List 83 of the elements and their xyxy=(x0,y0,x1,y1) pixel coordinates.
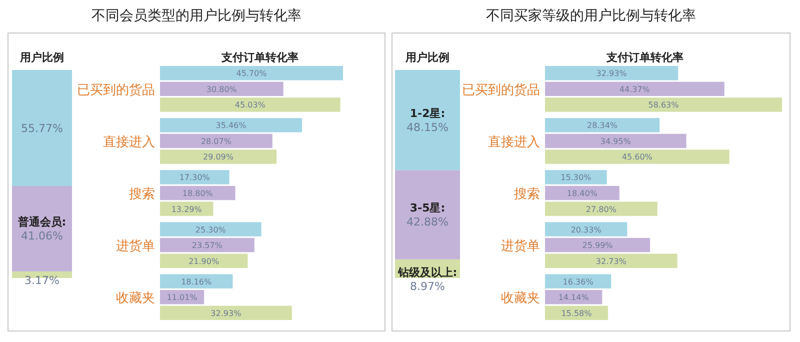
data-label: 3.17% xyxy=(24,274,60,287)
data-label: 16.36% xyxy=(562,277,594,286)
data-label: 55.77% xyxy=(21,122,63,135)
bar xyxy=(545,118,660,132)
data-label: 25.30% xyxy=(195,225,226,234)
series-label: 普通会员: xyxy=(16,216,66,229)
y-tick-label: 进货单 xyxy=(501,239,540,254)
bar xyxy=(545,134,686,148)
data-label: 13.29% xyxy=(171,204,202,214)
data-label: 18.40% xyxy=(566,189,598,198)
data-label: 32.93% xyxy=(596,69,628,78)
y-tick-label: 进货单 xyxy=(116,239,155,254)
y-tick-label: 直接进入 xyxy=(488,134,540,150)
chart-subtitle: 用户比例 xyxy=(404,51,450,64)
data-label: 25.99% xyxy=(582,241,614,250)
y-tick-label: 搜索 xyxy=(514,187,540,202)
series-label: 钻级及以上: xyxy=(396,266,458,279)
bar xyxy=(545,170,607,184)
data-label: 20.33% xyxy=(570,225,602,234)
bar xyxy=(160,222,262,236)
bar xyxy=(160,274,233,288)
data-label: 34.95% xyxy=(600,136,632,146)
data-label: 32.73% xyxy=(596,256,627,266)
bar xyxy=(545,98,782,112)
data-label: 35.46% xyxy=(216,121,247,130)
data-label: 23.57% xyxy=(192,241,223,250)
bar xyxy=(160,170,230,184)
data-label: 17.30% xyxy=(179,173,210,182)
data-label: 45.70% xyxy=(236,69,268,78)
y-tick-label: 已买到的货品 xyxy=(77,82,155,98)
data-label: 45.60% xyxy=(622,152,653,162)
y-tick-label: 直接进入 xyxy=(103,134,155,150)
data-label: 15.58% xyxy=(561,308,592,318)
bar xyxy=(545,222,628,236)
data-label: 18.80% xyxy=(182,189,214,198)
bar xyxy=(160,66,343,80)
bar xyxy=(545,66,678,80)
data-label: 11.01% xyxy=(166,293,198,302)
bar xyxy=(160,202,214,216)
chart-title: 不同买家等级的用户比例与转化率 xyxy=(486,8,696,24)
bar xyxy=(545,150,730,164)
data-label: 44.37% xyxy=(619,84,650,94)
data-label: 29.09% xyxy=(202,152,234,162)
bar xyxy=(160,186,236,200)
data-label: 28.07% xyxy=(200,136,232,146)
data-label: 15.30% xyxy=(560,173,592,182)
y-tick-label: 收藏夹 xyxy=(116,291,155,306)
chart-title: 不同会员类型的用户比例与转化率 xyxy=(92,8,302,24)
bar xyxy=(160,150,276,164)
bar xyxy=(545,274,612,288)
bar xyxy=(545,238,650,252)
bar xyxy=(160,98,340,112)
bar xyxy=(545,82,724,96)
chart-subtitle: 支付订单转化率 xyxy=(606,51,684,64)
bar xyxy=(160,254,248,268)
data-label: 32.93% xyxy=(210,308,242,318)
y-tick-label: 搜索 xyxy=(129,187,155,202)
bar xyxy=(545,202,658,216)
data-label: 21.90% xyxy=(188,256,220,266)
bar xyxy=(545,186,620,200)
data-label: 42.88% xyxy=(406,216,448,229)
data-label: 48.15% xyxy=(406,121,448,134)
data-label: 8.97% xyxy=(410,280,445,293)
data-label: 27.80% xyxy=(586,204,617,214)
bar xyxy=(545,254,678,268)
y-tick-label: 收藏夹 xyxy=(501,291,540,306)
y-tick-label: 已买到的货品 xyxy=(462,82,540,98)
chart-subtitle: 支付订单转化率 xyxy=(220,51,298,64)
data-label: 14.14% xyxy=(558,293,590,302)
bar xyxy=(160,238,254,252)
bar xyxy=(160,306,292,320)
chart-subtitle: 用户比例 xyxy=(19,51,64,64)
data-label: 58.63% xyxy=(648,100,680,110)
data-label: 28.34% xyxy=(587,121,618,130)
series-label: 1-2星: xyxy=(410,107,446,120)
series-label: 3-5星: xyxy=(410,202,446,215)
data-label: 18.16% xyxy=(181,277,212,286)
bar xyxy=(160,134,272,148)
data-label: 45.03% xyxy=(234,100,266,110)
bar xyxy=(160,118,302,132)
bar xyxy=(160,82,284,96)
data-label: 30.80% xyxy=(206,84,238,94)
data-label: 41.06% xyxy=(21,230,63,243)
